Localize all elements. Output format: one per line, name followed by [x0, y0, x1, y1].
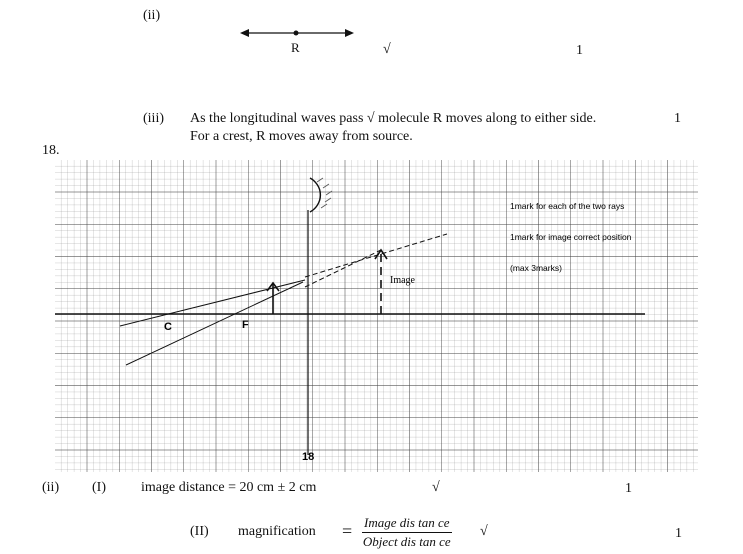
- q18-number: 18.: [42, 143, 60, 158]
- q18-part-I-label: (I): [92, 480, 106, 495]
- molecule-r-label: R: [291, 40, 300, 55]
- page-number: 18: [302, 451, 314, 463]
- q17-part-iii-line1: As the longitudinal waves pass √ molecul…: [190, 111, 597, 126]
- q17-part-iii-label: (iii): [143, 111, 164, 126]
- image-arrow: [374, 248, 388, 314]
- part-II-check: √: [480, 524, 488, 539]
- ray-diagram-graph-paper: C F Image 1mark for each of the two rays…: [55, 160, 698, 472]
- object-arrow: [266, 281, 280, 314]
- part-II-mark: 1: [675, 526, 682, 541]
- part-I-check: √: [432, 480, 440, 495]
- q18-part-II-label: (II): [190, 524, 209, 539]
- image-label: Image: [390, 275, 416, 286]
- note-rays: 1mark for each of the two rays: [510, 201, 624, 211]
- note-image-position: 1mark for image correct position: [510, 232, 632, 242]
- q17-part-iii-mark: 1: [674, 111, 681, 126]
- q17-part-ii-label: (ii): [143, 8, 161, 23]
- magnification-fraction: Image dis tan ce Object dis tan ce: [362, 515, 452, 550]
- ray-through-c: [119, 279, 306, 327]
- convex-mirror: [309, 177, 322, 213]
- virtual-ray-2: [304, 249, 382, 288]
- mark-value: 1: [576, 43, 583, 58]
- image-distance-answer: image distance = 20 cm ± 2 cm: [141, 480, 317, 495]
- check-mark: √: [383, 42, 391, 57]
- label-c: C: [164, 321, 172, 333]
- label-f: F: [242, 319, 249, 331]
- magnification-label: magnification: [238, 524, 316, 539]
- part-I-mark: 1: [625, 481, 632, 496]
- q18-part-ii-label: (ii): [42, 480, 60, 495]
- virtual-ray-1: [304, 233, 448, 278]
- note-max-marks: (max 3marks): [510, 263, 562, 273]
- fraction-denominator: Object dis tan ce: [362, 534, 451, 549]
- q17-part-iii-line2: For a crest, R moves away from source.: [190, 129, 413, 144]
- fraction-numerator: Image dis tan ce: [362, 515, 452, 533]
- equals-sign: =: [342, 521, 353, 541]
- molecule-displacement-arrow: [240, 29, 354, 37]
